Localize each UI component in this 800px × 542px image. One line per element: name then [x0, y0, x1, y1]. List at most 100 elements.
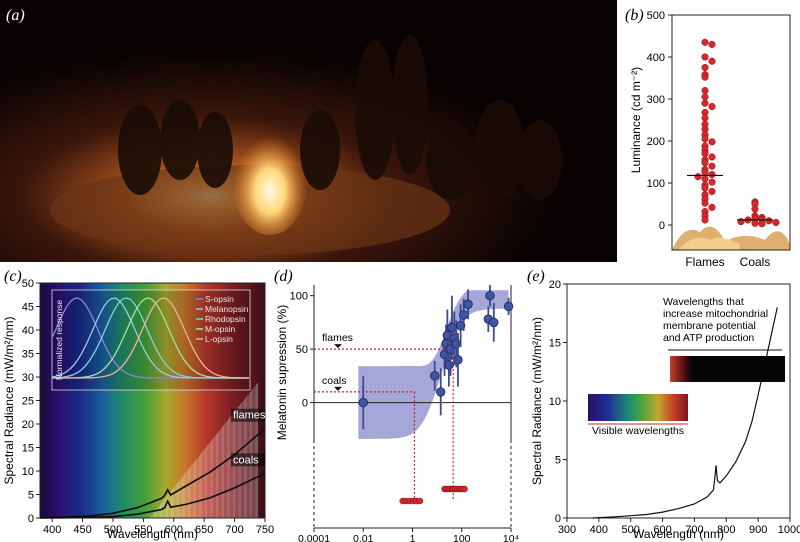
data-point	[758, 220, 766, 228]
inset-legend-label: Melanopsin	[205, 304, 249, 314]
panel-a-label: (a)	[6, 7, 25, 24]
visible-spectrum-bar	[588, 394, 688, 421]
nir-annotation-line: increase mitochondrial	[663, 308, 768, 320]
data-point	[708, 203, 716, 211]
x-tick-label: 700	[685, 524, 703, 536]
data-point	[453, 355, 463, 365]
x-tick-label: 900	[749, 524, 767, 536]
data-point	[485, 290, 495, 301]
annotation-arrow	[334, 386, 342, 391]
data-point	[701, 184, 709, 192]
data-point	[708, 57, 716, 65]
data-point	[701, 63, 709, 72]
x-tick-label: 400	[590, 524, 608, 536]
nir-annotation: Wavelengths that increase mitochondrial me…	[663, 296, 768, 344]
x-tick-label: 100	[453, 533, 471, 542]
y-tick-label: 20	[22, 419, 34, 431]
data-point	[701, 53, 709, 61]
inset-legend-label: Rhodopsin	[205, 314, 246, 324]
data-point	[701, 38, 709, 46]
inset-frame	[51, 289, 251, 391]
x-tick-label: 450	[73, 524, 91, 536]
x-category-label: Flames	[685, 255, 724, 269]
y-tick-label: 15	[549, 338, 561, 350]
y-tick-label: 100	[647, 178, 665, 190]
inset-legend-label: M-opsin	[205, 324, 236, 334]
y-tick-label: 50	[22, 278, 34, 290]
data-point	[701, 150, 709, 158]
x-tick-label: 0.01	[353, 533, 374, 542]
x-tick-label: 10⁴	[503, 533, 519, 542]
panel-b-fire-backdrop	[672, 226, 790, 250]
inset-curve-L-opsin	[52, 297, 249, 379]
y-tick-label: 500	[647, 10, 665, 22]
nir-bar-transition	[670, 356, 692, 382]
annotation-arrow	[334, 344, 342, 349]
panel-c-label: (c)	[4, 268, 22, 285]
inset-curve-M-opsin	[52, 297, 249, 379]
y-tick-label: 5	[28, 490, 34, 502]
x-tick-label: 600	[165, 524, 183, 536]
x-category-label: Coals	[740, 255, 771, 269]
x-axis-label: Wavelength (nm)	[633, 527, 724, 541]
data-point	[765, 217, 773, 225]
y-axis-label: Spectral Radiance (mW/m²/nm)	[2, 316, 16, 484]
data-point	[701, 216, 709, 224]
data-point	[708, 40, 716, 48]
data-point	[708, 171, 716, 179]
edi-dot	[416, 497, 424, 505]
data-point	[701, 199, 709, 207]
panel-a-photo: (a)	[0, 0, 617, 262]
panel-d-label: (d)	[274, 268, 293, 285]
edi-dot	[461, 485, 468, 493]
nir-annotation-line: membrane potential	[663, 320, 756, 332]
x-tick-label: 1	[410, 533, 416, 542]
data-point	[358, 397, 368, 408]
data-point	[772, 218, 780, 227]
visible-label: Visible wavelengths	[592, 425, 684, 437]
x-tick-label: 0.0001	[298, 533, 330, 542]
data-point	[701, 175, 709, 183]
data-point	[701, 73, 709, 81]
nir-annotation-line: Wavelengths that	[663, 296, 744, 308]
data-point	[701, 87, 709, 95]
spectrum-background	[40, 283, 265, 518]
y-tick-label: 400	[647, 52, 665, 64]
data-point	[737, 218, 745, 226]
y-tick-label: 40	[22, 325, 34, 337]
data-point	[694, 173, 702, 181]
fit-confidence-band	[358, 290, 509, 439]
data-point	[751, 219, 759, 227]
inset-legend-label: S-opsin	[205, 294, 234, 304]
y-tick-label: 10	[22, 466, 34, 478]
panel-e-nir-chart: (e) 300 400 500 600 700 800 900 1000 0 5 10 15 20 Wav…	[527, 268, 800, 541]
data-point	[455, 320, 466, 331]
x-tick-label: 1000	[778, 524, 800, 536]
data-point	[701, 168, 709, 177]
data-point	[708, 103, 716, 111]
radiance-line	[592, 307, 778, 519]
data-point	[701, 93, 709, 101]
plot-frame	[671, 14, 791, 251]
x-tick-label: 500	[104, 524, 122, 536]
data-point	[701, 159, 709, 167]
panel-b-luminance-chart: (b) 0 100 200 300 400 500 Luminance (cd m⁻²) Fl…	[625, 7, 791, 269]
y-axis-label: Luminance (cd m⁻²)	[629, 67, 643, 173]
y-tick-label: 200	[647, 136, 665, 148]
y-tick-label: 0	[28, 513, 34, 525]
y-tick-label: 50	[296, 344, 308, 356]
nir-annotation-line: and ATP production	[663, 332, 754, 344]
data-point	[444, 360, 454, 370]
x-tick-label: 700	[225, 524, 243, 536]
x-tick-label: 500	[622, 524, 640, 536]
series-label-bg	[231, 408, 265, 422]
y-tick-label: 45	[22, 302, 34, 314]
data-point	[701, 114, 709, 122]
data-point	[458, 310, 469, 320]
annotation-flames: flames	[322, 332, 353, 344]
x-tick-label: 300	[558, 524, 576, 536]
y-tick-label: 300	[647, 94, 665, 106]
y-tick-label: 35	[22, 349, 34, 361]
y-tick-label: 20	[549, 279, 561, 291]
